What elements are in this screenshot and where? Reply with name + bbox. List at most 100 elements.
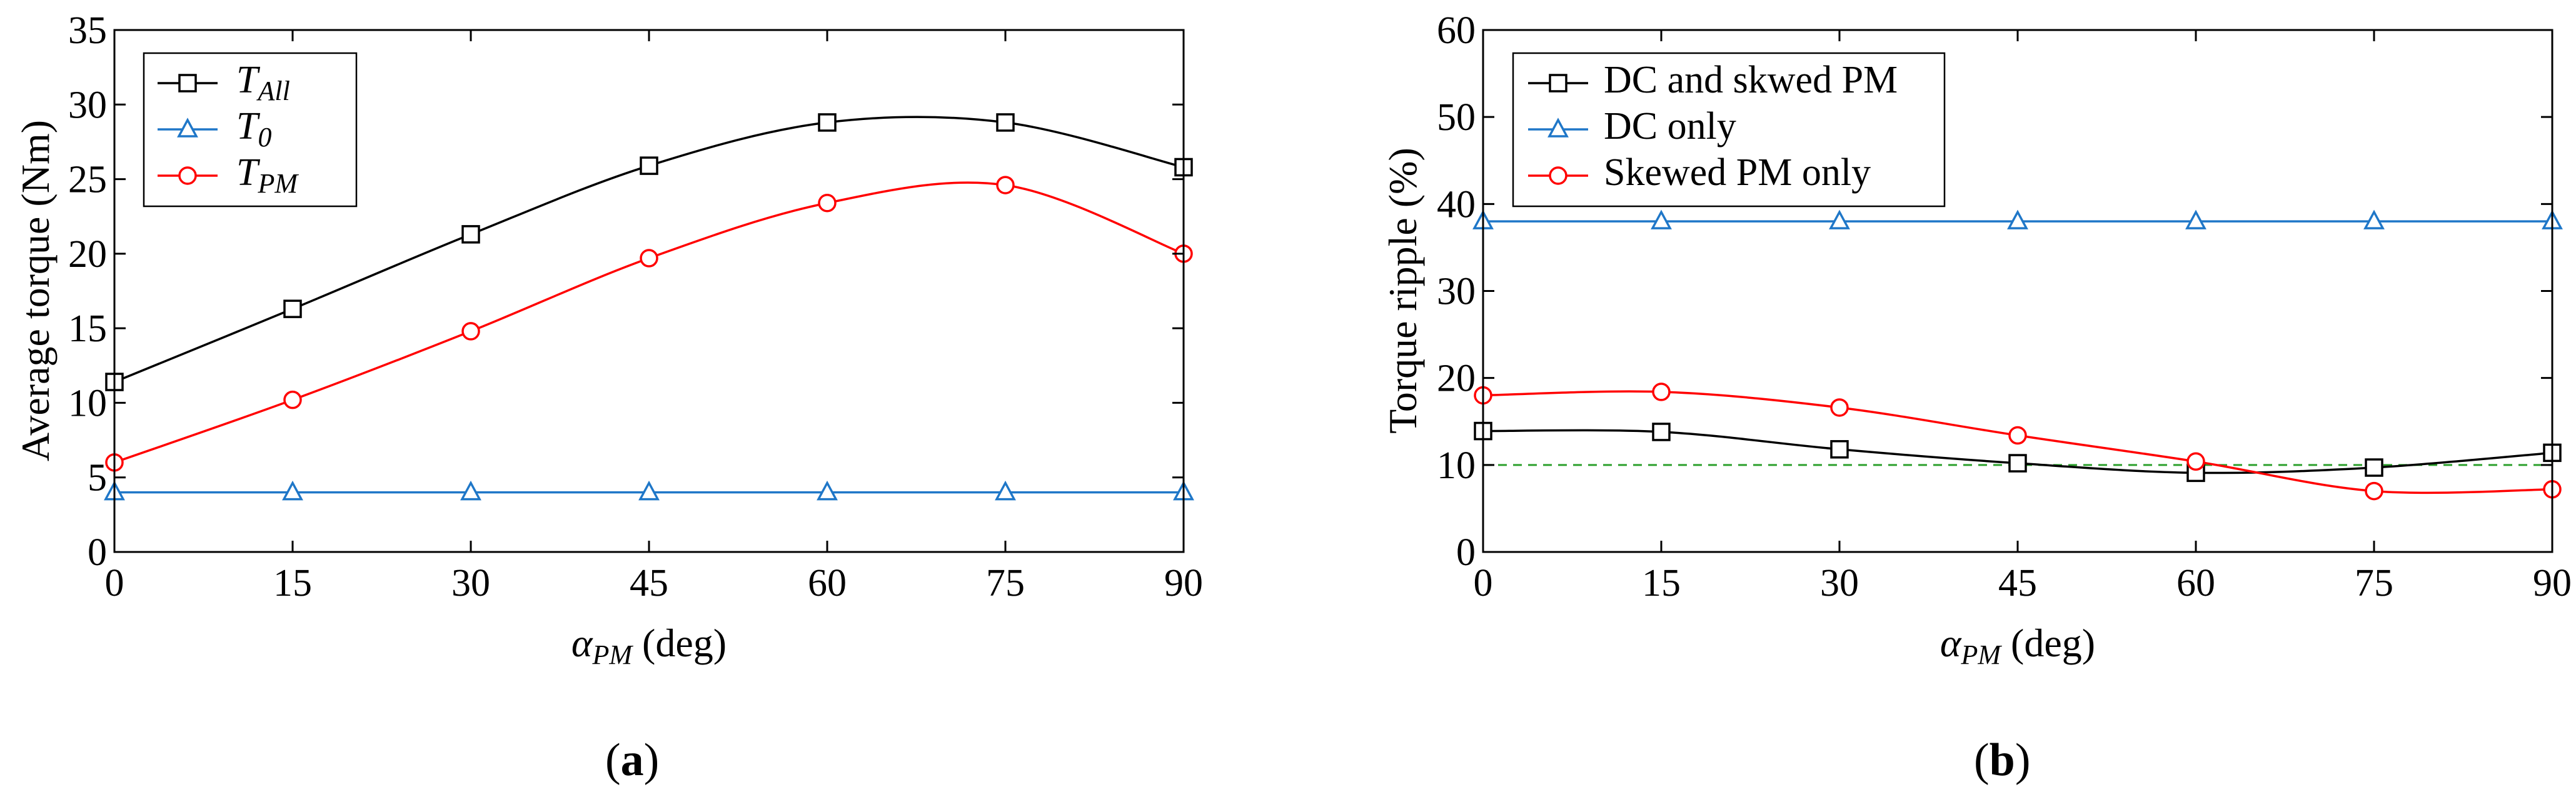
point-dcpm-45: [2008, 454, 2027, 473]
x-tick-label-90: 90: [1164, 562, 1203, 604]
y-tick-label-35: 35: [68, 9, 107, 52]
panel-b-legend-keys: [1528, 74, 1588, 185]
x-tick-label-30: 30: [1820, 562, 1859, 604]
panel-a-xlabel-unit: (deg): [632, 621, 727, 665]
point-dc-15: [1651, 209, 1672, 229]
point-all-30: [461, 225, 480, 244]
y-tick-label-40: 40: [1437, 183, 1476, 226]
x-tick-label-60: 60: [808, 562, 847, 604]
y-tick-label-30: 30: [1437, 271, 1476, 313]
x-tick-label-30: 30: [451, 562, 490, 604]
point-skpm-15: [1652, 383, 1671, 401]
panel-a-legend-all-main: T: [236, 59, 261, 101]
panel-a-legend-pm-main: T: [236, 151, 261, 194]
panel-a-label-open: (: [605, 734, 621, 786]
point-all-45: [640, 156, 658, 175]
point-t0-45: [638, 480, 660, 501]
legend-marker-dcpm: [1549, 74, 1567, 93]
panel-b-label: (b): [1974, 734, 2030, 786]
x-tick-label-15: 15: [1642, 562, 1681, 604]
panel-a-series-layer: [104, 113, 1194, 501]
panel-b-legend: DC and skwed PM DC only Skewed PM only: [1512, 52, 1946, 208]
point-skpm-60: [2186, 452, 2205, 471]
panel-b-xlabel-symbol: α: [1940, 621, 1962, 665]
x-tick-label-45: 45: [1998, 562, 2037, 604]
x-tick-label-75: 75: [2355, 562, 2393, 604]
x-tick-label-75: 75: [986, 562, 1025, 604]
panel-b-torque-ripple: 0 15 30 45 60 75 90 0 10 20 30 40 50 60 Torque ripple…: [1381, 9, 2572, 786]
point-all-75: [996, 113, 1015, 132]
panel-a-xlabel-symbol: α: [571, 621, 593, 665]
panel-b-legend-label-dc: DC only: [1604, 105, 1736, 148]
point-pm-75: [996, 176, 1015, 194]
panel-b-label-close: ): [2015, 734, 2031, 786]
panel-a-label-close: ): [644, 734, 660, 786]
panel-a-legend-t0-sub: 0: [258, 122, 271, 153]
point-dc-45: [2007, 209, 2028, 229]
y-tick-label-60: 60: [1437, 9, 1476, 52]
x-tick-label-45: 45: [630, 562, 668, 604]
x-tick-label-60: 60: [2176, 562, 2215, 604]
panel-b-ticks: 0 15 30 45 60 75 90 0 10 20 30 40 50 60: [1437, 9, 2572, 604]
point-t0-30: [460, 480, 481, 501]
y-tick-label-20: 20: [1437, 358, 1476, 400]
point-skpm-30: [1830, 398, 1849, 417]
point-dc-30: [1829, 209, 1850, 229]
point-dc-75: [2363, 209, 2385, 229]
point-dc-60: [2185, 209, 2206, 229]
point-t0-75: [995, 480, 1016, 501]
panel-a-legend-label-t0: T0: [236, 105, 271, 153]
point-pm-45: [640, 249, 658, 268]
point-skpm-75: [2365, 481, 2383, 501]
point-t0-15: [282, 480, 303, 501]
panel-a-legend-label-pm: TPM: [236, 151, 299, 199]
panel-b-legend-label-skpm: Skewed PM only: [1604, 151, 1871, 194]
x-tick-label-0: 0: [105, 562, 124, 604]
point-dcpm-30: [1830, 440, 1849, 459]
y-tick-label-50: 50: [1437, 96, 1476, 139]
y-tick-label-25: 25: [68, 159, 107, 201]
x-tick-label-0: 0: [1474, 562, 1493, 604]
point-dcpm-75: [2365, 458, 2383, 477]
panel-a-legend-all-sub: All: [256, 76, 289, 106]
panel-a-x-axis-title: αPM (deg): [571, 621, 727, 670]
point-all-15: [283, 299, 302, 318]
y-tick-label-10: 10: [1437, 444, 1476, 487]
panel-a-ticks: 0 15 30 45 60 75 90 0 5 10 15 20 25 30 35: [68, 9, 1203, 604]
legend-marker-dc: [1547, 118, 1569, 138]
panel-b-label-letter: b: [1990, 734, 2015, 786]
panel-a-legend: TAll T0 TPM: [143, 52, 358, 208]
y-tick-label-10: 10: [68, 382, 107, 424]
panel-b-y-axis-title: Torque ripple (%): [1381, 148, 1425, 434]
point-pm-15: [283, 390, 302, 409]
legend-marker-t0: [177, 118, 198, 138]
x-tick-label-15: 15: [273, 562, 312, 604]
y-tick-label-0: 0: [88, 531, 107, 574]
panel-a-xlabel-sub: PM: [592, 639, 634, 670]
series-line-pm: [114, 181, 1184, 464]
point-skpm-45: [2008, 426, 2027, 445]
point-dcpm-15: [1652, 423, 1671, 441]
x-tick-label-90: 90: [2533, 562, 2572, 604]
point-all-60: [818, 113, 837, 132]
panel-a-label-letter: a: [621, 734, 644, 786]
panel-a-legend-t0-main: T: [236, 105, 261, 148]
y-tick-label-15: 15: [68, 308, 107, 350]
legend-marker-skpm: [1549, 166, 1567, 185]
panel-b-xlabel-unit: (deg): [2001, 621, 2095, 665]
panel-a-legend-pm-sub: PM: [257, 168, 299, 199]
y-tick-label-5: 5: [88, 457, 107, 499]
y-tick-label-20: 20: [68, 233, 107, 276]
point-t0-60: [817, 480, 838, 501]
y-tick-label-0: 0: [1456, 531, 1476, 574]
point-pm-30: [461, 322, 480, 341]
panel-a-y-axis-title: Average torque (Nm): [13, 120, 58, 461]
panel-b-xlabel-sub: PM: [1961, 639, 2003, 670]
panel-a-legend-label-all: TAll: [236, 59, 290, 106]
point-pm-60: [818, 193, 837, 213]
y-tick-label-30: 30: [68, 84, 107, 126]
panel-a-legend-keys: [158, 74, 218, 185]
legend-marker-pm: [178, 166, 197, 185]
panel-b-x-axis-title: αPM (deg): [1940, 621, 2095, 670]
